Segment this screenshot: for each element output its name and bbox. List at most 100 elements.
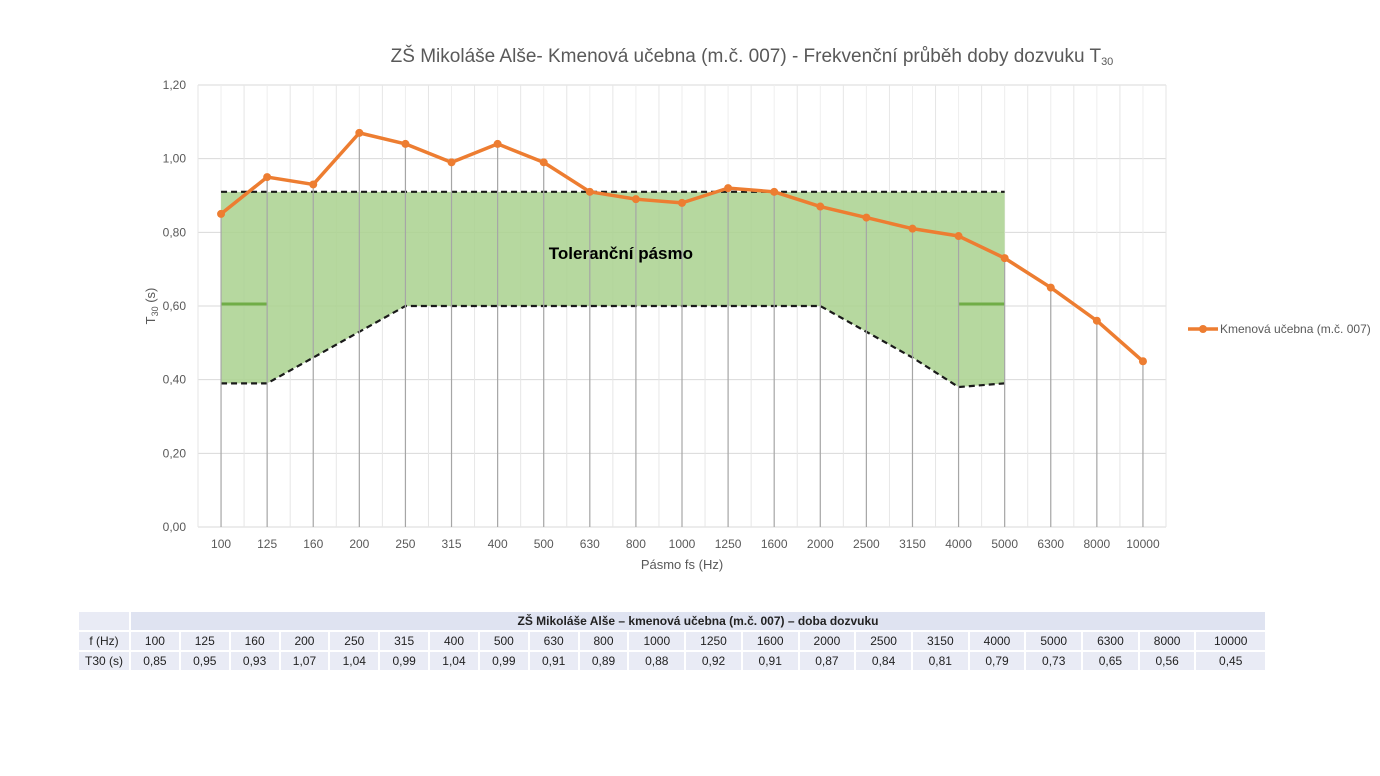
table-cell-frequency: 8000 (1139, 632, 1195, 650)
data-table: ZŠ Mikoláše Alše – kmenová učebna (m.č. … (77, 610, 1267, 672)
table-cell-t30: 0,89 (579, 652, 628, 670)
x-axis-ticks: 100 125 160 200 250 315 400 500 630 800 1000 1250 16… (211, 537, 1160, 551)
x-tick-label: 200 (349, 537, 369, 551)
data-point (263, 173, 272, 182)
table-cell-t30: 0,56 (1139, 652, 1195, 670)
table-cell-frequency: 2500 (856, 632, 911, 650)
data-point (862, 213, 871, 222)
data-point (1092, 316, 1101, 325)
data-point (309, 180, 318, 189)
y-label-unit: (s) (143, 288, 158, 307)
drop-lines (220, 132, 1144, 527)
table-cell-t30: 0,85 (131, 652, 179, 670)
table-cell-frequency: 160 (230, 632, 279, 650)
table-row-label: f (Hz) (79, 632, 129, 650)
table-cell-frequency: 400 (430, 632, 478, 650)
legend-label: Kmenová učebna (m.č. 007) (1220, 322, 1371, 336)
data-point (724, 184, 733, 193)
x-tick-label: 250 (395, 537, 415, 551)
table-cell-frequency: 3150 (912, 632, 968, 650)
y-tick-label: 0,80 (163, 225, 187, 239)
table-cell-frequency: 800 (579, 632, 628, 650)
data-point (631, 195, 640, 204)
x-tick-label: 100 (211, 537, 231, 551)
legend: Kmenová učebna (m.č. 007) (1188, 322, 1371, 336)
table-row-label: T30 (s) (79, 652, 129, 670)
title-subscript: 30 (1101, 56, 1113, 68)
x-tick-label: 500 (534, 537, 554, 551)
y-tick-label: 0,60 (163, 299, 187, 313)
table-cell-t30: 0,65 (1083, 652, 1138, 670)
x-tick-label: 8000 (1084, 537, 1111, 551)
x-tick-label: 800 (626, 537, 646, 551)
x-tick-label: 6300 (1037, 537, 1064, 551)
table-cell-frequency: 200 (280, 632, 329, 650)
table-cell-frequency: 630 (529, 632, 578, 650)
table-cell-t30: 0,95 (180, 652, 229, 670)
series-group (217, 128, 1147, 366)
table-cell-t30: 0,81 (912, 652, 968, 670)
table-cell-t30: 0,88 (629, 652, 685, 670)
table-cell-frequency: 6300 (1083, 632, 1138, 650)
table-cell-t30: 1,04 (430, 652, 478, 670)
x-tick-label: 10000 (1126, 537, 1160, 551)
x-tick-label: 1250 (715, 537, 742, 551)
x-tick-label: 3150 (899, 537, 926, 551)
tolerance-band-label: Toleranční pásmo (549, 244, 693, 263)
x-tick-label: 160 (303, 537, 323, 551)
y-tick-label: 1,00 (163, 152, 187, 166)
x-tick-label: 1000 (669, 537, 696, 551)
data-point (539, 158, 548, 167)
data-point (217, 209, 226, 218)
legend-marker (1199, 325, 1207, 333)
y-tick-label: 1,20 (163, 78, 187, 92)
table-cell-frequency: 1600 (742, 632, 798, 650)
tolerance-band: Toleranční pásmo (221, 190, 1005, 389)
chart-title: ZŠ Mikoláše Alše- Kmenová učebna (m.č. 0… (391, 45, 1114, 68)
y-label-subscript: 30 (150, 306, 160, 316)
table-cell-frequency: 315 (380, 632, 429, 650)
data-point (401, 139, 410, 148)
x-tick-label: 1600 (761, 537, 788, 551)
x-tick-label: 400 (488, 537, 508, 551)
table-cell-frequency: 2000 (799, 632, 855, 650)
data-point (447, 158, 456, 167)
data-point (770, 187, 779, 196)
data-point (908, 224, 917, 233)
table-cell-frequency: 100 (131, 632, 179, 650)
table-cell-t30: 0,99 (380, 652, 429, 670)
table-cell-frequency: 250 (330, 632, 379, 650)
tolerance-lower-limit (221, 304, 1005, 389)
table-cell-t30: 0,99 (479, 652, 528, 670)
table-cell-t30: 1,04 (330, 652, 379, 670)
y-axis-label: T30 (s) (143, 288, 160, 325)
table-caption: ZŠ Mikoláše Alše – kmenová učebna (m.č. … (131, 612, 1265, 630)
table-cell-frequency: 4000 (969, 632, 1025, 650)
data-point (678, 198, 686, 207)
table-cell-frequency: 1000 (629, 632, 685, 650)
x-tick-label: 2000 (807, 537, 834, 551)
data-point (585, 187, 594, 196)
table-cell-frequency: 10000 (1196, 632, 1265, 650)
y-label-main: T (143, 316, 158, 324)
y-tick-label: 0,20 (163, 446, 187, 460)
reverberation-chart: ZŠ Mikoláše Alše- Kmenová učebna (m.č. 0… (143, 45, 1371, 572)
table-cell-t30: 0,91 (529, 652, 578, 670)
y-tick-label: 0,00 (163, 520, 187, 534)
x-tick-label: 5000 (991, 537, 1018, 551)
x-tick-label: 4000 (945, 537, 972, 551)
data-point (954, 232, 963, 241)
table-cell-t30: 0,93 (230, 652, 279, 670)
table-cell-t30: 0,79 (969, 652, 1025, 670)
table-row-frequency: f (Hz) 100 125 160 200 250 315 400 500 630 800 100… (79, 632, 1265, 650)
tolerance-band-area (221, 191, 1005, 388)
x-axis-label: Pásmo fs (Hz) (641, 557, 723, 572)
table-row-t30: T30 (s) 0,85 0,95 0,93 1,07 1,04 0,99 1,04 0,99… (79, 652, 1265, 670)
x-tick-label: 315 (442, 537, 462, 551)
y-axis-ticks: 0,00 0,20 0,40 0,60 0,80 1,00 1,20 (163, 78, 187, 534)
table-cell-t30: 0,91 (742, 652, 798, 670)
table-cell-t30: 0,84 (856, 652, 911, 670)
table-cell-t30: 1,07 (280, 652, 329, 670)
table-cell-frequency: 125 (180, 632, 229, 650)
data-point (493, 139, 502, 148)
